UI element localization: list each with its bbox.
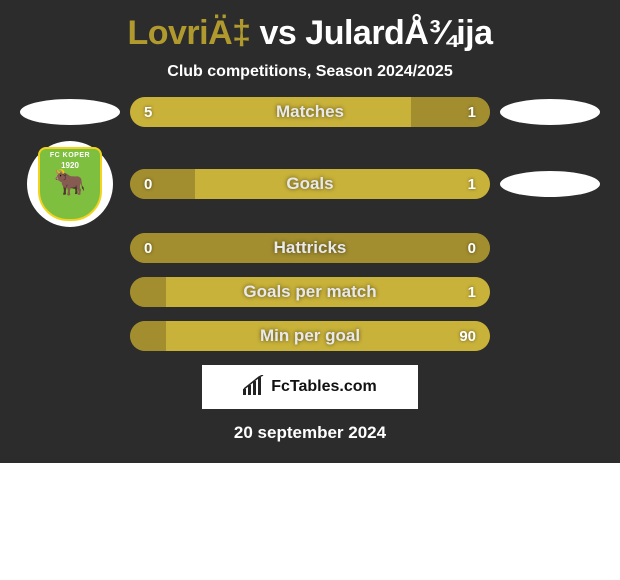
stat-value-right: 1 — [468, 284, 476, 301]
stat-row: 90 Min per goal — [10, 321, 610, 351]
stat-value-right: 1 — [468, 104, 476, 121]
stat-bar: 0 0 Hattricks — [130, 233, 490, 263]
stat-row: FC KOPER1920🐂 0 1 Goals — [10, 141, 610, 227]
bar-segment-right — [195, 169, 490, 199]
player-ellipse-right — [500, 99, 600, 125]
title-player-left: LovriÄ‡ — [127, 14, 250, 52]
stat-bar: 1 Goals per match — [130, 277, 490, 307]
date-text: 20 september 2024 — [10, 423, 610, 443]
bar-segment-left — [130, 321, 166, 351]
club-badge-name: FC KOPER — [50, 152, 90, 159]
left-side-slot — [10, 99, 130, 125]
left-side-slot: FC KOPER1920🐂 — [10, 141, 130, 227]
stat-value-left: 5 — [144, 104, 152, 121]
title-player-right: JulardÅ¾ija — [305, 14, 492, 52]
stat-bar: 5 1 Matches — [130, 97, 490, 127]
bar-segment-left — [130, 97, 411, 127]
subtitle: Club competitions, Season 2024/2025 — [10, 63, 610, 81]
stat-row: 1 Goals per match — [10, 277, 610, 307]
stat-label: Goals per match — [243, 282, 376, 302]
stat-value-left: 0 — [144, 176, 152, 193]
bar-segment-right — [411, 97, 490, 127]
stat-label: Min per goal — [260, 326, 360, 346]
stat-row: 5 1 Matches — [10, 97, 610, 127]
stat-value-right: 0 — [468, 240, 476, 257]
player-ellipse-left — [20, 99, 120, 125]
page-title: LovriÄ‡ vs JulardÅ¾ija — [10, 14, 610, 53]
stat-rows-container: 5 1 Matches FC KOPER1920🐂 0 1 Goals 0 0 Hattricks… — [10, 97, 610, 351]
club-badge: FC KOPER1920🐂 — [27, 141, 113, 227]
club-badge-inner: FC KOPER1920🐂 — [38, 147, 102, 221]
stat-label: Goals — [286, 174, 333, 194]
right-side-slot — [490, 99, 610, 125]
stat-value-left: 0 — [144, 240, 152, 257]
stat-value-right: 1 — [468, 176, 476, 193]
signal-bars-icon — [243, 375, 265, 400]
bull-icon: 🐂 — [54, 167, 86, 198]
player-ellipse-right — [500, 171, 600, 197]
stat-bar: 90 Min per goal — [130, 321, 490, 351]
stat-value-right: 90 — [459, 328, 476, 345]
comparison-panel: LovriÄ‡ vs JulardÅ¾ija Club competitions… — [0, 0, 620, 463]
stat-row: 0 0 Hattricks — [10, 233, 610, 263]
right-side-slot — [490, 171, 610, 197]
stat-bar: 0 1 Goals — [130, 169, 490, 199]
brand-box[interactable]: FcTables.com — [202, 365, 418, 409]
title-vs: vs — [251, 14, 306, 52]
brand-text: FcTables.com — [271, 378, 377, 396]
bar-segment-left — [130, 169, 195, 199]
bar-segment-left — [130, 277, 166, 307]
stat-label: Hattricks — [274, 238, 347, 258]
stat-label: Matches — [276, 102, 344, 122]
